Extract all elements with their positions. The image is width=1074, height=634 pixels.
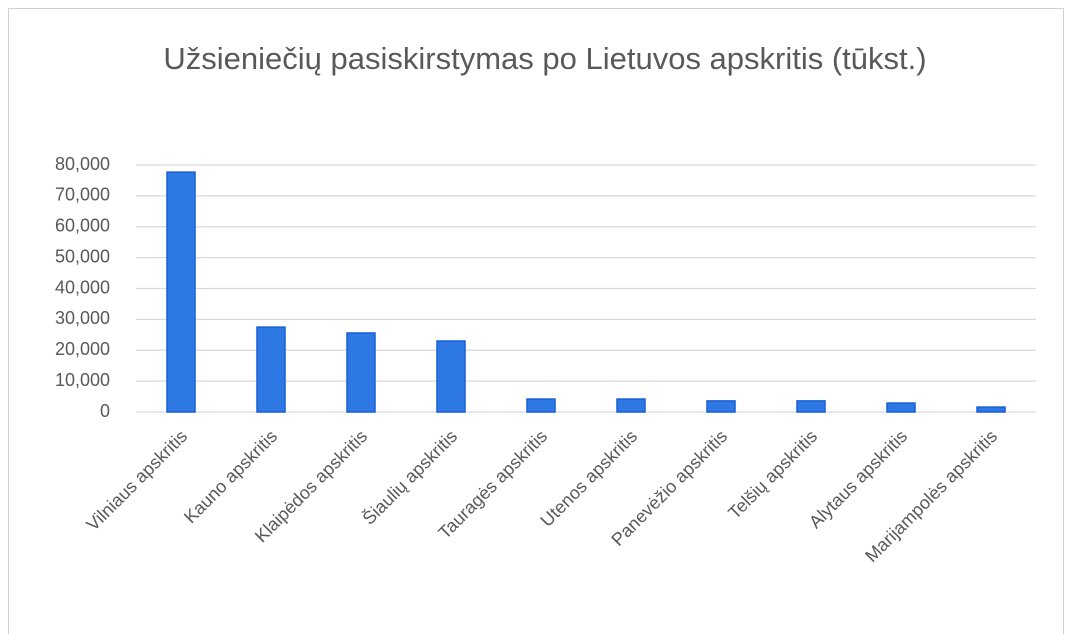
bar — [616, 398, 646, 413]
bar — [436, 340, 466, 413]
y-tick-label: 20,000 — [55, 339, 110, 359]
chart-title: Užsieniečių pasiskirstymas po Lietuvos a… — [163, 41, 927, 76]
bar — [886, 402, 916, 413]
x-tick-label: Utenos apskritis — [536, 426, 641, 531]
bar — [346, 332, 376, 413]
x-tick-label: Alytaus apskritis — [805, 426, 911, 532]
y-tick-label: 70,000 — [55, 185, 110, 205]
y-tick-label: 40,000 — [55, 277, 110, 297]
x-tick-label: Šiaulių apskritis — [358, 425, 461, 528]
bar — [796, 400, 826, 413]
bar — [256, 326, 286, 413]
chart-frame — [8, 8, 1064, 634]
bar — [166, 171, 196, 413]
x-tick-label: Vilniaus apskritis — [82, 426, 191, 535]
y-tick-label: 0 — [100, 401, 110, 421]
bar — [526, 398, 556, 413]
bar — [706, 400, 736, 413]
x-tick-label: Kauno apskritis — [180, 426, 281, 527]
y-tick-label: 10,000 — [55, 370, 110, 390]
bar — [976, 406, 1006, 413]
y-tick-label: 50,000 — [55, 246, 110, 266]
y-tick-label: 30,000 — [55, 308, 110, 328]
y-tick-label: 60,000 — [55, 216, 110, 236]
y-tick-label: 80,000 — [55, 154, 110, 174]
x-tick-label: Telšių apskritis — [724, 426, 821, 523]
